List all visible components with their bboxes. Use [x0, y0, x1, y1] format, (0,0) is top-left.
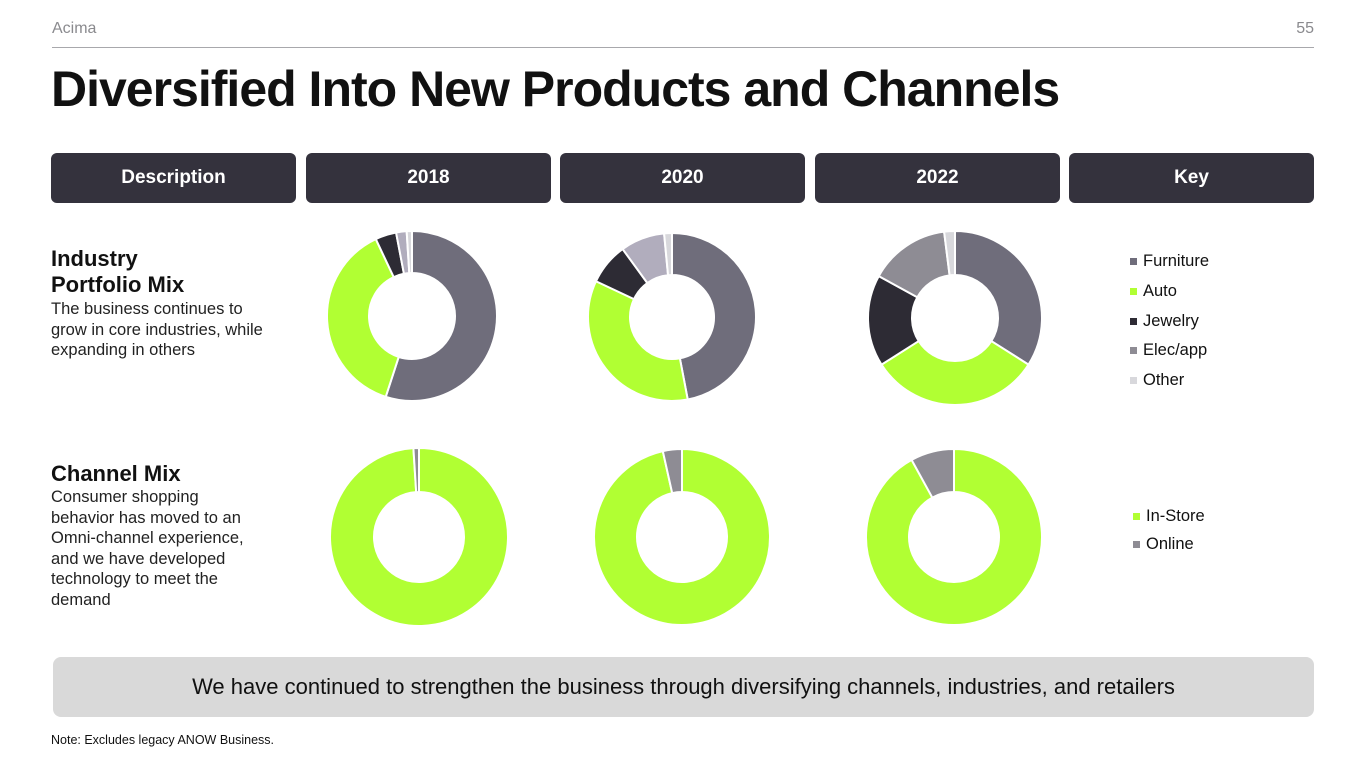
column-header-description: Description — [51, 153, 296, 203]
donut-slice-auto — [880, 340, 1030, 406]
legend-swatch-jewelry — [1130, 317, 1137, 325]
legend-label-elec-app: Elec/app — [1143, 341, 1208, 360]
page-title: Diversified Into New Products and Channe… — [51, 61, 1060, 117]
donut-slice-other — [405, 230, 413, 275]
industry-row-title: Industry Portfolio Mix — [51, 246, 184, 298]
legend-swatch-furniture — [1130, 258, 1137, 266]
summary-banner: We have continued to strengthen the busi… — [53, 657, 1314, 717]
donut-slice-furniture — [671, 232, 757, 401]
channel-row-description: Consumer shopping behavior has moved to … — [51, 488, 244, 609]
column-header-2020: 2020 — [560, 153, 805, 203]
donut-slice-furniture — [384, 230, 498, 402]
footnote: Note: Excludes legacy ANOW Business. — [51, 733, 275, 747]
legend-swatch-online — [1133, 540, 1140, 548]
industry-donut-2022 — [867, 230, 1043, 406]
industry-donut-2018 — [326, 230, 498, 402]
legend-label-auto: Auto — [1143, 282, 1177, 301]
header-divider — [52, 47, 1314, 48]
donut-slice-in-store — [329, 447, 509, 627]
legend-swatch-auto — [1130, 288, 1137, 296]
brand-label: Acima — [52, 20, 97, 37]
legend-swatch-other — [1130, 377, 1137, 385]
donut-slice-other — [663, 232, 673, 277]
donut-slice-auto — [587, 280, 689, 402]
channel-legend: In-Store Online — [1133, 503, 1205, 558]
donut-slice-online — [661, 448, 683, 495]
donut-slice-online — [910, 448, 955, 499]
column-header-key: Key — [1069, 153, 1314, 203]
donut-slice-in-store — [865, 448, 1043, 626]
donut-slice-online — [412, 447, 420, 494]
legend-item-furniture: Furniture — [1130, 247, 1209, 277]
page-number: 55 — [1296, 20, 1314, 37]
legend-item-auto: Auto — [1130, 277, 1209, 307]
industry-row-description: The business continues to grow in core i… — [51, 300, 263, 359]
industry-legend: Furniture Auto Jewelry Elec/app Other — [1130, 247, 1209, 395]
legend-item-other: Other — [1130, 366, 1209, 396]
donut-slice-in-store — [593, 448, 771, 626]
channel-donut-2022 — [865, 448, 1043, 626]
legend-label-furniture: Furniture — [1143, 252, 1210, 271]
donut-slice-auto — [326, 238, 400, 398]
channel-row-title: Channel Mix — [51, 461, 181, 486]
legend-label-jewelry: Jewelry — [1143, 311, 1199, 330]
legend-item-in-store: In-Store — [1133, 503, 1205, 531]
channel-donut-2020 — [593, 448, 771, 626]
legend-label-other: Other — [1143, 371, 1185, 390]
industry-title-line-1: Industry — [51, 246, 138, 271]
legend-swatch-in-store — [1133, 513, 1140, 521]
industry-donut-2020 — [587, 232, 757, 402]
donut-slice-furniture — [954, 230, 1043, 366]
legend-item-elec-app: Elec/app — [1130, 336, 1209, 366]
column-header-2022: 2022 — [815, 153, 1060, 203]
column-header-2018: 2018 — [306, 153, 551, 203]
legend-label-in-store: In-Store — [1146, 507, 1205, 526]
legend-swatch-elec-app — [1130, 347, 1137, 355]
legend-item-jewelry: Jewelry — [1130, 306, 1209, 336]
industry-title-line-2: Portfolio Mix — [51, 272, 185, 297]
donut-slice-other — [943, 230, 956, 277]
channel-donut-2018 — [329, 447, 509, 627]
legend-label-online: Online — [1146, 534, 1194, 553]
legend-item-online: Online — [1133, 531, 1205, 559]
